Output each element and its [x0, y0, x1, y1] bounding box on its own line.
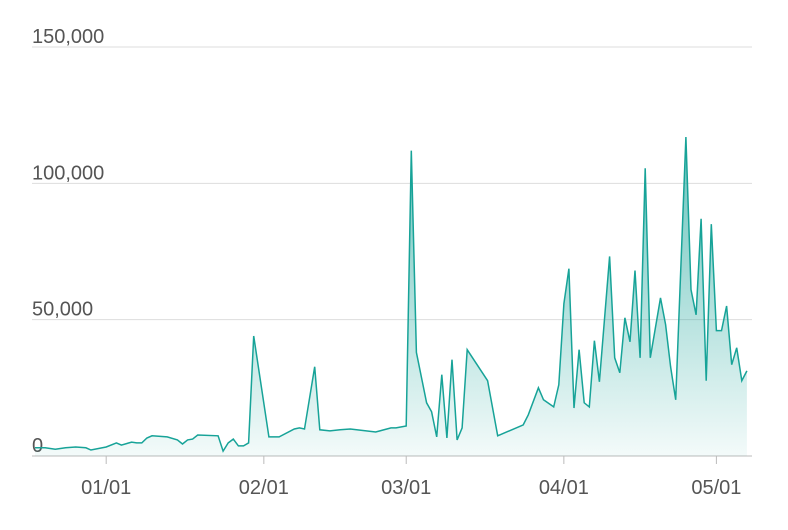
area-line — [35, 136, 748, 453]
y-tick-label: 100,000 — [32, 162, 104, 184]
y-tick-label: 0 — [32, 435, 43, 457]
x-tick-label: 05/01 — [691, 477, 741, 499]
y-tick-label: 150,000 — [32, 26, 104, 48]
x-tick-label: 01/01 — [81, 477, 131, 499]
x-tick-label: 04/01 — [539, 477, 589, 499]
x-tick-label: 02/01 — [239, 477, 289, 499]
area-fill — [35, 137, 747, 456]
y-tick-label: 50,000 — [32, 299, 93, 321]
x-tick-label: 03/01 — [381, 477, 431, 499]
